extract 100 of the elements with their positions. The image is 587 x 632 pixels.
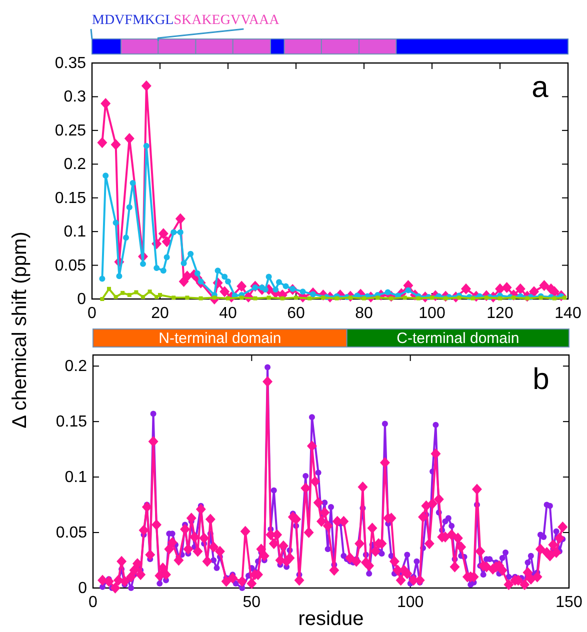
- x-tick-label: 150: [556, 594, 582, 611]
- point: [539, 280, 550, 292]
- y-tick-label: 0.1: [64, 469, 88, 486]
- point: [100, 98, 111, 109]
- point: [114, 294, 118, 299]
- point: [143, 142, 150, 149]
- point: [148, 290, 152, 294]
- point: [362, 296, 366, 300]
- y-tick-label: 0.05: [56, 524, 88, 542]
- x-tick-label: 60: [287, 305, 305, 322]
- annotation: a: [532, 71, 549, 104]
- point: [198, 296, 203, 300]
- point: [130, 180, 136, 186]
- point: [99, 276, 106, 282]
- annotation: b: [532, 363, 550, 396]
- point: [172, 296, 176, 300]
- y-tick-label: 0.3: [64, 88, 86, 106]
- point: [300, 288, 306, 295]
- point: [461, 283, 471, 294]
- point: [308, 296, 312, 300]
- point: [266, 296, 271, 300]
- point: [154, 264, 160, 271]
- point: [225, 278, 231, 284]
- point: [321, 296, 326, 300]
- x-tick-label: 50: [242, 594, 261, 611]
- y-tick-label: 0.2: [64, 156, 86, 174]
- point: [154, 294, 159, 299]
- point: [162, 236, 172, 248]
- point: [141, 80, 152, 92]
- point: [226, 296, 230, 300]
- point: [141, 294, 145, 299]
- point: [529, 286, 539, 298]
- x-tick-label: 120: [486, 305, 514, 322]
- point: [177, 229, 184, 236]
- point: [276, 279, 282, 286]
- point: [384, 289, 391, 296]
- point: [220, 286, 230, 298]
- point: [222, 274, 228, 280]
- point: [240, 296, 244, 300]
- y-tick-label: 0: [78, 580, 88, 597]
- point: [515, 283, 526, 294]
- point: [253, 296, 258, 300]
- point: [402, 296, 407, 300]
- point: [280, 296, 284, 300]
- point: [160, 268, 166, 274]
- point: [180, 260, 187, 266]
- point: [562, 296, 567, 300]
- point: [194, 270, 200, 276]
- y-tick-label: 0.15: [56, 414, 88, 431]
- point: [188, 250, 194, 257]
- y-tick-label: 0.05: [54, 257, 86, 274]
- x-tick-label: 140: [554, 305, 582, 322]
- point: [272, 286, 279, 293]
- point: [158, 292, 162, 297]
- point: [236, 280, 247, 292]
- x-tick-label: 100: [396, 594, 424, 611]
- point: [430, 296, 434, 300]
- point: [102, 172, 109, 179]
- point: [294, 296, 298, 300]
- x-tick-label: 80: [355, 305, 373, 322]
- point: [123, 234, 129, 241]
- point: [334, 296, 339, 300]
- point: [134, 290, 138, 294]
- point: [498, 296, 502, 300]
- y-tick-label: 0.25: [54, 122, 86, 140]
- text: C-terminal domain: [396, 330, 520, 347]
- point: [214, 268, 221, 274]
- point: [164, 254, 170, 260]
- text: SKAKEGVVAAA: [174, 13, 280, 28]
- point: [140, 260, 146, 267]
- x-tick-label: 20: [151, 305, 169, 322]
- point: [120, 290, 125, 295]
- point: [552, 296, 556, 300]
- y-tick-label: 0.35: [54, 55, 86, 72]
- point: [126, 204, 132, 210]
- point: [158, 228, 168, 240]
- text: N-terminal domain: [158, 330, 282, 347]
- point: [182, 270, 192, 282]
- point: [185, 296, 190, 300]
- point: [282, 283, 289, 290]
- point: [127, 292, 132, 297]
- x-axis-title: residue: [298, 608, 364, 630]
- point: [175, 213, 186, 224]
- y-tick-label: 0.2: [64, 358, 88, 376]
- y-tick-label: 0.1: [64, 224, 86, 241]
- y-tick-label: 0: [77, 291, 86, 308]
- point: [266, 274, 272, 280]
- point: [502, 282, 512, 294]
- point: [538, 296, 543, 300]
- point: [416, 296, 420, 300]
- point: [116, 273, 122, 280]
- point: [97, 137, 108, 148]
- text: MDVFMKGL: [92, 13, 174, 28]
- y-tick-label: 0.15: [54, 190, 86, 207]
- x-tick-label: 0: [88, 594, 98, 611]
- point: [512, 296, 516, 300]
- point: [212, 296, 216, 300]
- point: [124, 133, 134, 144]
- point: [110, 139, 121, 150]
- point: [376, 296, 380, 300]
